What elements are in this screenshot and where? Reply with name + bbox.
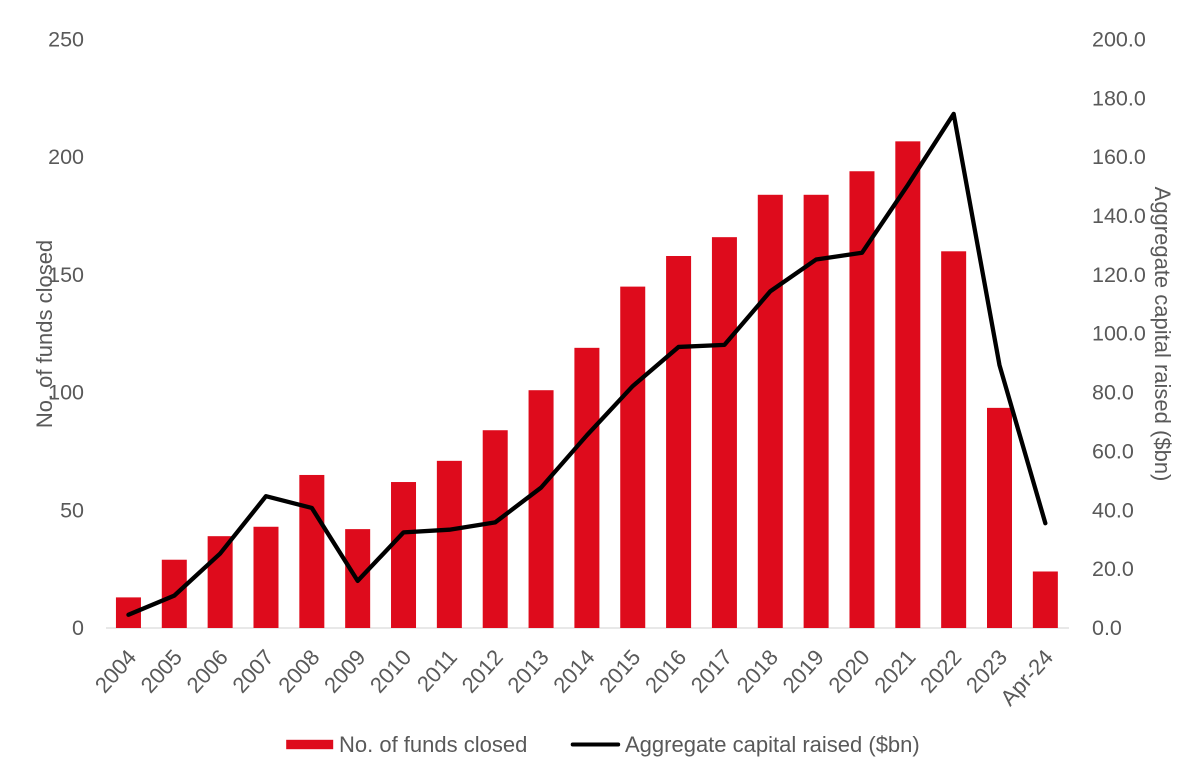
svg-text:160.0: 160.0: [1092, 145, 1146, 169]
svg-text:Aggregate capital raised ($bn): Aggregate capital raised ($bn): [1150, 187, 1175, 482]
svg-text:150: 150: [48, 263, 84, 287]
svg-text:20.0: 20.0: [1092, 557, 1134, 581]
svg-text:Aggregate capital raised ($bn): Aggregate capital raised ($bn): [625, 732, 920, 757]
svg-text:No. of funds closed: No. of funds closed: [32, 240, 57, 428]
svg-text:40.0: 40.0: [1092, 498, 1134, 522]
svg-text:120.0: 120.0: [1092, 263, 1146, 287]
svg-text:No. of funds closed: No. of funds closed: [339, 732, 527, 757]
svg-text:50: 50: [60, 498, 84, 522]
svg-text:0.0: 0.0: [1092, 616, 1122, 640]
svg-text:100.0: 100.0: [1092, 322, 1146, 346]
svg-text:250: 250: [48, 27, 84, 51]
svg-text:100: 100: [48, 381, 84, 405]
svg-text:200: 200: [48, 145, 84, 169]
svg-text:200.0: 200.0: [1092, 27, 1146, 51]
svg-text:0: 0: [72, 616, 84, 640]
svg-text:60.0: 60.0: [1092, 439, 1134, 463]
svg-text:140.0: 140.0: [1092, 204, 1146, 228]
svg-text:80.0: 80.0: [1092, 381, 1134, 405]
svg-text:180.0: 180.0: [1092, 86, 1146, 110]
